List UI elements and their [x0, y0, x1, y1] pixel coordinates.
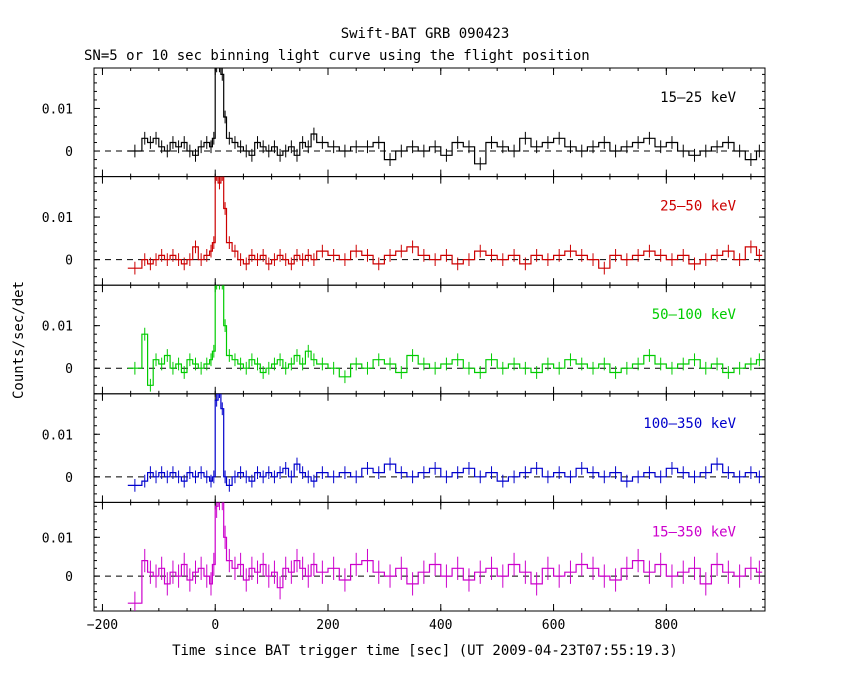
chart-subtitle: SN=5 or 10 sec binning light curve using… — [84, 48, 590, 64]
y-axis-label: Counts/sec/det — [11, 281, 27, 399]
series-line — [127, 285, 763, 386]
series-2 — [127, 285, 763, 392]
series-line — [127, 393, 763, 486]
y-tick-label: 0 — [65, 362, 73, 377]
series-3 — [127, 393, 763, 492]
x-tick-label: 800 — [655, 618, 678, 633]
y-tick-label: 0 — [65, 254, 73, 269]
panel-1: 0 0.01 25–50 keV — [42, 176, 766, 286]
x-tick-label: 0 — [211, 618, 219, 633]
chart-title: Swift-BAT GRB 090423 — [341, 26, 510, 42]
y-tick-label: 0 — [65, 471, 73, 486]
y-tick-label: 0.01 — [42, 320, 73, 335]
y-tick-label: 0 — [65, 145, 73, 160]
x-tick-labels: −200 0 200 400 600 800 — [87, 618, 678, 633]
series-line — [127, 68, 763, 165]
panel-4: 0 0.01 15–350 keV — [42, 501, 766, 612]
panel-2: 0 0.01 50–100 keV — [42, 284, 766, 395]
y-tick-label: 0.01 — [42, 531, 73, 546]
y-tick-label: 0.01 — [42, 211, 73, 226]
panel-0: 0 0.01 15–25 keV — [42, 67, 766, 178]
x-axis-label: Time since BAT trigger time [sec] (UT 20… — [172, 643, 678, 659]
x-tick-label: −200 — [87, 618, 118, 633]
series-0 — [127, 68, 763, 171]
band-label: 15–350 keV — [652, 524, 737, 540]
series-1 — [127, 176, 763, 275]
y-tick-label: 0.01 — [42, 428, 73, 443]
panel-frame — [93, 501, 766, 612]
x-tick-label: 200 — [316, 618, 339, 633]
series-line — [127, 502, 763, 604]
band-label: 100–350 keV — [643, 416, 736, 432]
band-label: 50–100 keV — [652, 307, 737, 323]
x-tick-label: 600 — [542, 618, 565, 633]
y-tick-label: 0 — [65, 570, 73, 585]
panel-frame — [93, 67, 766, 178]
panels-group: 0 0.01 15–25 keV 0 0.01 25–50 keV 0 0.01 50–100 … — [42, 67, 766, 612]
panel-frame — [93, 176, 766, 286]
panel-frame — [93, 393, 766, 503]
panel-frame — [93, 284, 766, 395]
x-tick-label: 400 — [429, 618, 452, 633]
band-label: 25–50 keV — [660, 199, 736, 215]
band-label: 15–25 keV — [660, 90, 736, 106]
panel-3: 0 0.01 100–350 keV — [42, 393, 766, 503]
y-tick-label: 0.01 — [42, 102, 73, 117]
series-line — [127, 176, 763, 269]
series-4 — [127, 502, 763, 611]
